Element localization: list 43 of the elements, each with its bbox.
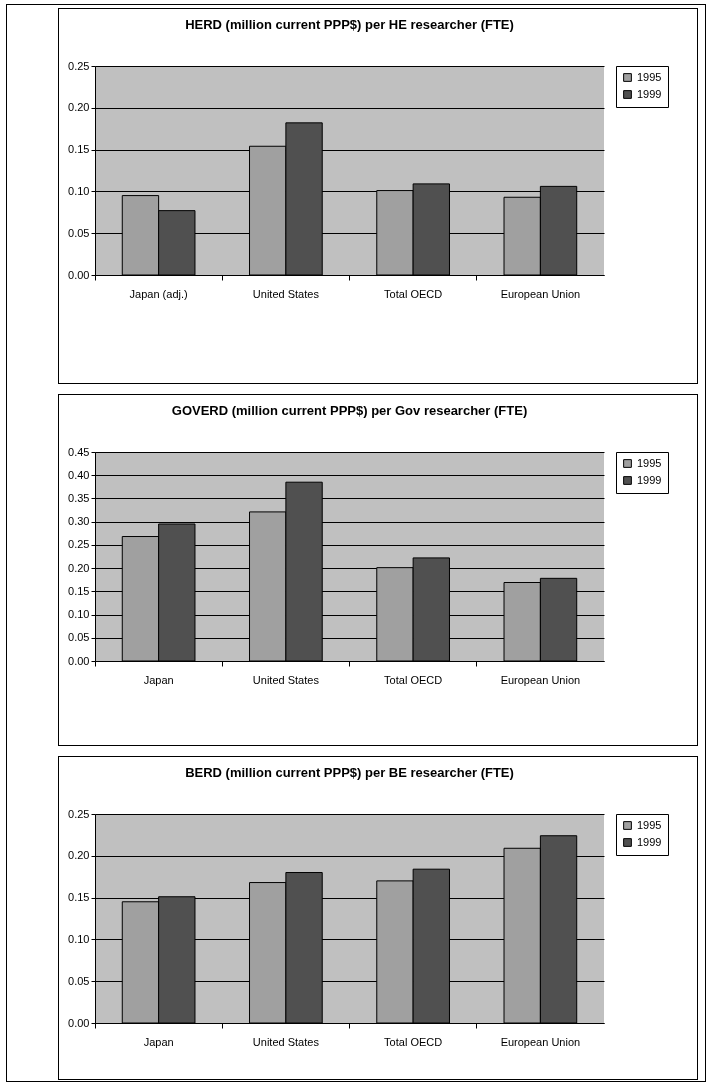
x-tick-label: United States [252,1035,320,1048]
y-tick-label: 0.45 [68,445,90,458]
x-tick-label: Japan [143,673,174,686]
x-tick-label: Total OECD [384,287,443,300]
y-tick-label: 0.15 [68,584,90,597]
y-tick-label: 0.20 [68,561,90,574]
y-tick-label: 0.00 [68,1016,90,1029]
y-tick-label: 0.00 [68,654,90,667]
x-tick-label: European Union [500,287,581,300]
x-tick-label: United States [252,287,320,300]
y-tick-label: 0.25 [68,59,90,72]
y-tick-label: 0.25 [68,538,90,551]
x-tick-label: Japan (adj.) [129,287,188,300]
y-tick-label: 0.20 [68,849,90,862]
legend-label: 1995 [637,818,662,831]
legend-label: 1999 [637,835,662,848]
y-tick-label: 0.35 [68,491,90,504]
y-tick-label: 0.05 [68,974,90,987]
x-tick-label: European Union [500,1035,581,1048]
x-tick-label: Total OECD [384,1035,443,1048]
y-tick-label: 0.10 [68,184,90,197]
y-tick-label: 0.05 [68,631,90,644]
chart-title: BERD (million current PPP$) per BE researcher (FTE) [185,765,514,780]
y-tick-label: 0.00 [68,268,90,281]
chart-title: HERD (million current PPP$) per HE researcher (FTE) [185,17,514,32]
y-tick-label: 0.10 [68,608,90,621]
y-tick-label: 0.30 [68,515,90,528]
legend-label: 1999 [637,473,662,486]
x-tick-label: European Union [500,673,581,686]
legend-label: 1995 [637,456,662,469]
y-tick-label: 0.40 [68,468,90,481]
y-tick-label: 0.20 [68,101,90,114]
y-tick-label: 0.25 [68,807,90,820]
legend-label: 1995 [637,70,662,83]
y-tick-label: 0.15 [68,143,90,156]
legend-label: 1999 [637,87,662,100]
x-tick-label: United States [252,673,320,686]
chart-title: GOVERD (million current PPP$) per Gov researcher (FTE) [171,403,528,418]
y-tick-label: 0.10 [68,932,90,945]
x-tick-label: Total OECD [384,673,443,686]
y-tick-label: 0.05 [68,226,90,239]
x-tick-label: Japan [143,1035,174,1048]
y-tick-label: 0.15 [68,891,90,904]
